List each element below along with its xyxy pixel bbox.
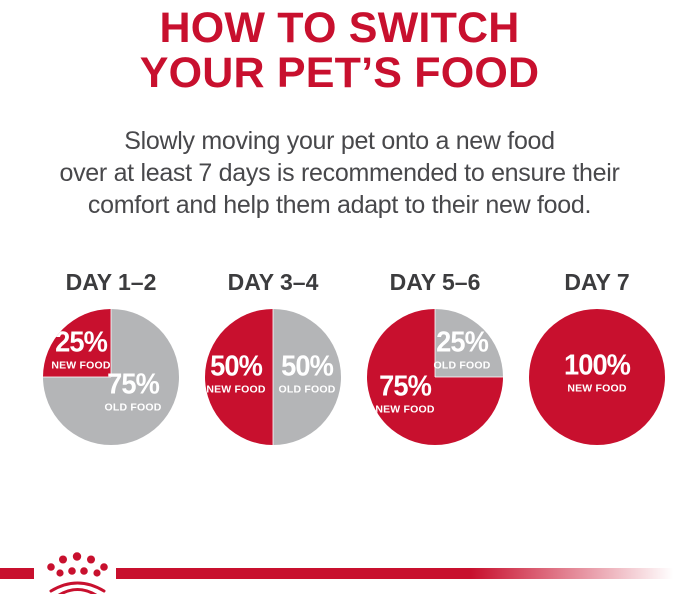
day-label: DAY 3–4 <box>227 269 319 296</box>
page-title: HOW TO SWITCH YOUR PET’S FOOD <box>0 0 679 95</box>
subtitle: Slowly moving your pet onto a new food o… <box>0 125 679 221</box>
pie-label-old-food: 25% OLD FOOD <box>433 326 491 372</box>
pie-label-old-food: 50% OLD FOOD <box>278 350 336 396</box>
pie-label-new-food: 50% NEW FOOD <box>206 350 266 396</box>
pie-segment-divider <box>272 309 274 378</box>
day-chart: DAY 1–2 25% NEW FOOD 75% OLD FOOD <box>36 269 186 446</box>
footer-rule-right <box>116 568 679 579</box>
subtitle-line-2: over at least 7 days is recommended to e… <box>59 159 620 188</box>
transition-charts: DAY 1–2 25% NEW FOOD 75% OLD FOOD DAY 3–… <box>0 269 679 446</box>
pie-label-new-food: 25% NEW FOOD <box>51 326 111 372</box>
old-food-label: OLD FOOD <box>278 383 336 396</box>
subtitle-line-3: comfort and help them adapt to their new… <box>87 191 592 220</box>
old-food-label: OLD FOOD <box>104 401 162 414</box>
pie-segment-divider <box>434 309 436 378</box>
pie-label-new-food: 75% NEW FOOD <box>375 370 435 416</box>
pie-segment-divider <box>435 376 503 379</box>
old-food-percent: 75% <box>107 368 160 401</box>
day-label: DAY 1–2 <box>65 269 157 296</box>
title-line-1: HOW TO SWITCH <box>159 4 520 52</box>
new-food-label: NEW FOOD <box>375 403 435 416</box>
pie-chart: 50% NEW FOOD 50% OLD FOOD <box>205 309 341 446</box>
pie-chart: 25% NEW FOOD 75% OLD FOOD <box>43 309 179 446</box>
pie-chart: 75% NEW FOOD 25% OLD FOOD <box>367 309 503 446</box>
new-food-label: NEW FOOD <box>206 383 266 396</box>
old-food-label: OLD FOOD <box>433 359 491 372</box>
pie-segment-divider <box>110 309 112 378</box>
day-label: DAY 5–6 <box>389 269 481 296</box>
title-line-2: YOUR PET’S FOOD <box>139 48 540 97</box>
new-food-percent: 100% <box>564 349 631 382</box>
new-food-percent: 25% <box>55 326 108 359</box>
pie-chart: 100% NEW FOOD <box>529 309 665 446</box>
day-chart: DAY 5–6 75% NEW FOOD 25% OLD FOOD <box>360 269 510 446</box>
new-food-label: NEW FOOD <box>51 359 111 372</box>
footer-rule-left <box>0 568 34 579</box>
old-food-percent: 50% <box>281 350 334 383</box>
day-label: DAY 7 <box>564 269 630 296</box>
pie-label-old-food: 75% OLD FOOD <box>104 368 162 414</box>
new-food-percent: 50% <box>210 350 263 383</box>
pie-segment-divider <box>272 377 274 446</box>
royal-canin-crown-icon <box>47 552 108 594</box>
old-food-percent: 25% <box>436 326 489 359</box>
day-chart: DAY 7 100% NEW FOOD <box>522 269 672 446</box>
new-food-percent: 75% <box>379 370 432 403</box>
pie-label-new-food: 100% NEW FOOD <box>562 349 632 395</box>
pie-segment-divider <box>43 376 111 379</box>
new-food-label: NEW FOOD <box>567 382 627 395</box>
subtitle-line-1: Slowly moving your pet onto a new food <box>124 127 555 156</box>
day-chart: DAY 3–4 50% NEW FOOD 50% OLD FOOD <box>198 269 348 446</box>
